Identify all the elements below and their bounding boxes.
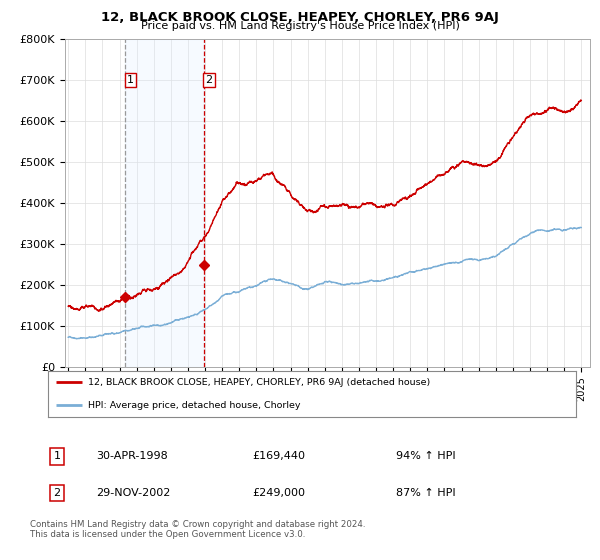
Text: 87% ↑ HPI: 87% ↑ HPI <box>396 488 455 498</box>
Text: 1: 1 <box>127 75 134 85</box>
Text: HPI: Average price, detached house, Chorley: HPI: Average price, detached house, Chor… <box>88 401 300 410</box>
Text: £249,000: £249,000 <box>252 488 305 498</box>
Bar <box>125 39 203 367</box>
Text: 12, BLACK BROOK CLOSE, HEAPEY, CHORLEY, PR6 9AJ: 12, BLACK BROOK CLOSE, HEAPEY, CHORLEY, … <box>101 11 499 24</box>
Text: 30-APR-1998: 30-APR-1998 <box>96 451 168 461</box>
Text: 29-NOV-2002: 29-NOV-2002 <box>96 488 170 498</box>
Text: 1: 1 <box>53 451 61 461</box>
Text: 94% ↑ HPI: 94% ↑ HPI <box>396 451 455 461</box>
Text: 12, BLACK BROOK CLOSE, HEAPEY, CHORLEY, PR6 9AJ (detached house): 12, BLACK BROOK CLOSE, HEAPEY, CHORLEY, … <box>88 378 430 387</box>
Text: £169,440: £169,440 <box>252 451 305 461</box>
Text: 2: 2 <box>205 75 212 85</box>
Text: 2: 2 <box>53 488 61 498</box>
Text: Contains HM Land Registry data © Crown copyright and database right 2024.
This d: Contains HM Land Registry data © Crown c… <box>30 520 365 539</box>
Text: Price paid vs. HM Land Registry's House Price Index (HPI): Price paid vs. HM Land Registry's House … <box>140 21 460 31</box>
